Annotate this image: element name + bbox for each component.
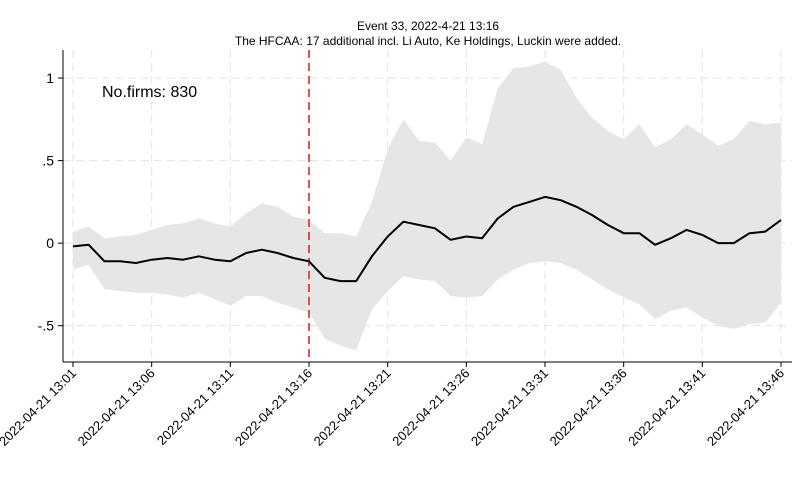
y-tick-label: 0 [46, 235, 54, 251]
y-tick-labels: 1 .5 0 -.5 [38, 70, 55, 334]
y-tick-label: 1 [46, 70, 54, 86]
chart-title: Event 33, 2022-4-21 13:16 [357, 19, 499, 33]
y-tick-label: -.5 [38, 318, 55, 334]
y-tick-label: .5 [42, 153, 54, 169]
firm-count-annotation: No.firms: 830 [102, 84, 197, 101]
x-tick-label: 2022-04-21 13:46 [704, 366, 787, 449]
chart-subtitle: The HFCAA: 17 additional incl. Li Auto, … [235, 34, 621, 48]
axes [58, 50, 792, 367]
x-tick-label: 2022-04-21 13:31 [468, 366, 551, 449]
x-tick-label: 2022-04-21 13:06 [75, 366, 158, 449]
x-tick-label: 2022-04-21 13:26 [389, 366, 472, 449]
estimate-line [72, 195, 782, 283]
x-tick-label: 2022-04-21 13:36 [547, 366, 630, 449]
confidence-band [73, 61, 781, 351]
x-tick-label: 2022-04-21 13:11 [154, 366, 237, 449]
x-tick-label: 2022-04-21 13:01 [0, 366, 79, 449]
x-tick-label: 2022-04-21 13:41 [625, 366, 708, 449]
x-tick-label: 2022-04-21 13:16 [232, 366, 315, 449]
x-tick-label: 2022-04-21 13:21 [311, 366, 394, 449]
